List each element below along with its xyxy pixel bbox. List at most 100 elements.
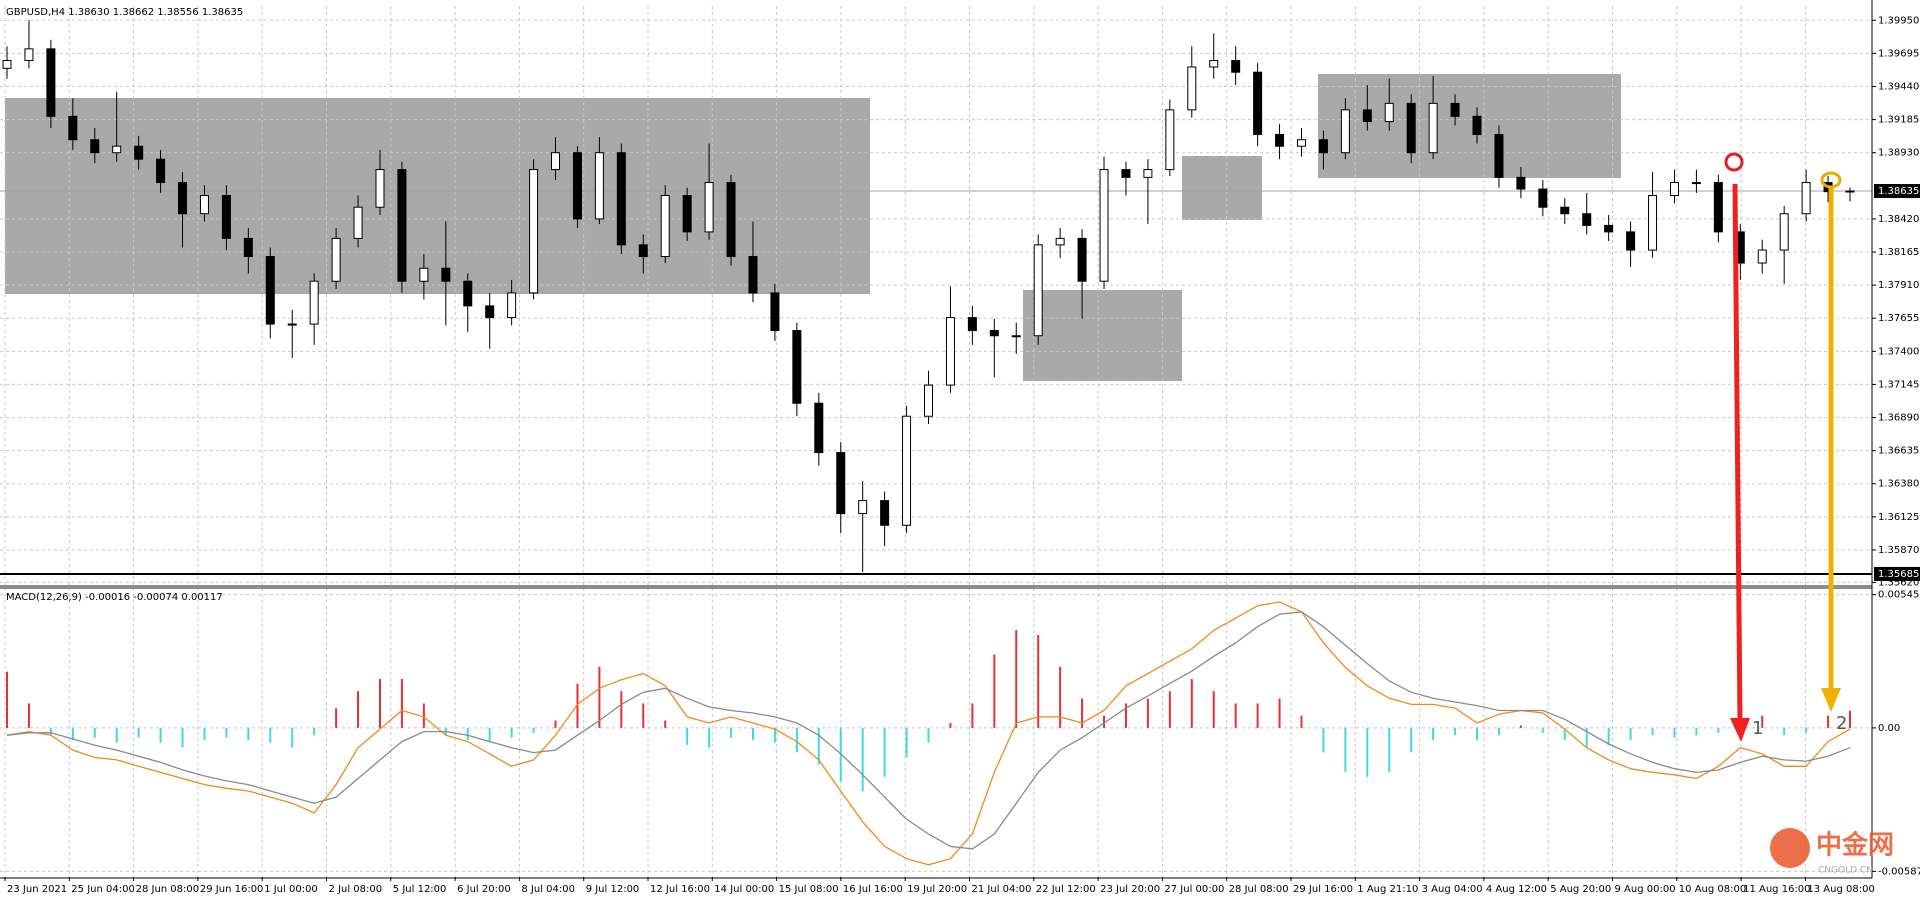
y-tick-label: -0.00587: [1878, 866, 1920, 877]
current-price-label: 1.38635: [1878, 186, 1919, 197]
y-tick-label: 1.36380: [1878, 479, 1919, 490]
x-tick-label: 8 Jul 04:00: [521, 884, 575, 895]
candle-body: [1626, 231, 1636, 251]
candle-body: [1538, 188, 1548, 208]
candle-body: [924, 384, 933, 417]
x-tick-label: 27 Jul 00:00: [1164, 884, 1224, 895]
y-tick-label: 1.38165: [1878, 247, 1919, 258]
candle-body: [309, 280, 319, 325]
macd-bar: [510, 727, 513, 738]
macd-bar: [1212, 691, 1215, 728]
macd-bar: [93, 727, 96, 738]
macd-bar: [1519, 725, 1522, 728]
level-box: [1874, 566, 1920, 581]
candle-body: [616, 152, 626, 246]
current-price-box: [1874, 183, 1920, 198]
x-tick-label: 2 Jul 08:00: [329, 884, 383, 895]
macd-bar: [422, 703, 425, 728]
y-tick-label: 1.39695: [1878, 48, 1919, 59]
macd-bar: [269, 727, 272, 743]
candle-body: [572, 152, 582, 220]
candle-body: [902, 415, 912, 526]
y-tick-label: 1.39950: [1878, 15, 1919, 26]
candle-body: [945, 317, 955, 386]
macd-bar: [1059, 666, 1062, 728]
macd-bar: [1563, 727, 1566, 741]
candle-body: [353, 206, 363, 239]
macd-bar: [620, 691, 623, 728]
candle-body: [1428, 102, 1438, 154]
candle-body: [1362, 109, 1372, 123]
macd-bar: [1388, 727, 1391, 772]
x-tick-label: 12 Jul 16:00: [650, 884, 710, 895]
marks: [0, 20, 1872, 866]
macd-bar: [554, 720, 557, 728]
candle-body: [880, 500, 890, 526]
candle-body: [638, 244, 648, 258]
macd-bar: [1432, 727, 1435, 741]
candle-body: [1450, 102, 1460, 117]
x-tick-label: 16 Jul 16:00: [843, 884, 903, 895]
y-tick-label: 1.37655: [1878, 313, 1919, 324]
candle-body: [156, 158, 166, 184]
macd-bar: [664, 720, 667, 728]
macd-bar: [927, 727, 930, 743]
macd-bar: [1827, 715, 1830, 728]
watermark-icon: [1770, 828, 1810, 868]
macd-bar: [1344, 727, 1347, 772]
zone: [1023, 290, 1182, 381]
x-tick-label: 14 Jul 00:00: [714, 884, 774, 895]
candle-body: [134, 145, 144, 160]
candle-body: [397, 169, 407, 282]
x-tick-label: 13 Aug 08:00: [1807, 884, 1874, 895]
macd-bar: [159, 727, 162, 743]
macd-bar: [949, 723, 952, 728]
macd-bar: [1783, 727, 1786, 736]
candle-body: [46, 48, 56, 117]
macd-bar: [1037, 635, 1040, 728]
annotations: 1 2: [1724, 152, 1847, 742]
x-tick-label: 21 Jul 04:00: [972, 884, 1032, 895]
candle-body: [485, 305, 495, 319]
x-tick-label: 25 Jun 04:00: [71, 884, 135, 895]
macd-line: [6, 611, 1851, 850]
candle-body: [1560, 206, 1570, 215]
candle-body: [1077, 237, 1087, 282]
candle-body: [2, 60, 12, 69]
x-tick-label: 22 Jul 12:00: [1036, 884, 1096, 895]
y-tick-label: 1.37910: [1878, 280, 1919, 291]
x-tick-label: 10 Aug 08:00: [1679, 884, 1746, 895]
candle-body: [1209, 60, 1219, 68]
macd-bar: [313, 727, 316, 736]
macd-bar: [532, 727, 535, 733]
y-tick-label: 1.36125: [1878, 512, 1919, 523]
watermark-logo: 中金网: [1816, 830, 1894, 861]
macd-bar: [137, 727, 140, 738]
candle-body: [178, 182, 188, 215]
candle-body: [1121, 169, 1131, 178]
candle-body: [463, 280, 473, 307]
macd-bar: [817, 727, 820, 765]
macd-bar: [466, 727, 469, 741]
macd-bar: [686, 727, 689, 745]
watermark-site: CNGOLD.CN: [1818, 866, 1873, 876]
macd-bar: [181, 727, 184, 748]
candle-body: [68, 115, 78, 141]
candle-body: [594, 152, 604, 220]
candle-body: [726, 182, 736, 258]
macd-title: MACD(12,26,9) -0.00016 -0.00074 0.00117: [6, 592, 223, 603]
macd-bar: [1081, 698, 1084, 728]
candle-body: [989, 330, 999, 337]
y-tick-label: 1.35620: [1878, 577, 1919, 588]
candle-body: [682, 195, 692, 233]
macd-bar: [773, 727, 776, 743]
y-tick-label: 1.38420: [1878, 214, 1919, 225]
macd-bar: [1300, 715, 1303, 728]
macd-bar: [225, 727, 228, 738]
macd-bar: [203, 727, 206, 741]
macd-bar: [6, 671, 8, 728]
candle-body: [1516, 176, 1526, 190]
macd-bar: [576, 683, 579, 728]
candle-body: [1845, 190, 1855, 193]
x-tick-label: 6 Jul 20:00: [457, 884, 511, 895]
